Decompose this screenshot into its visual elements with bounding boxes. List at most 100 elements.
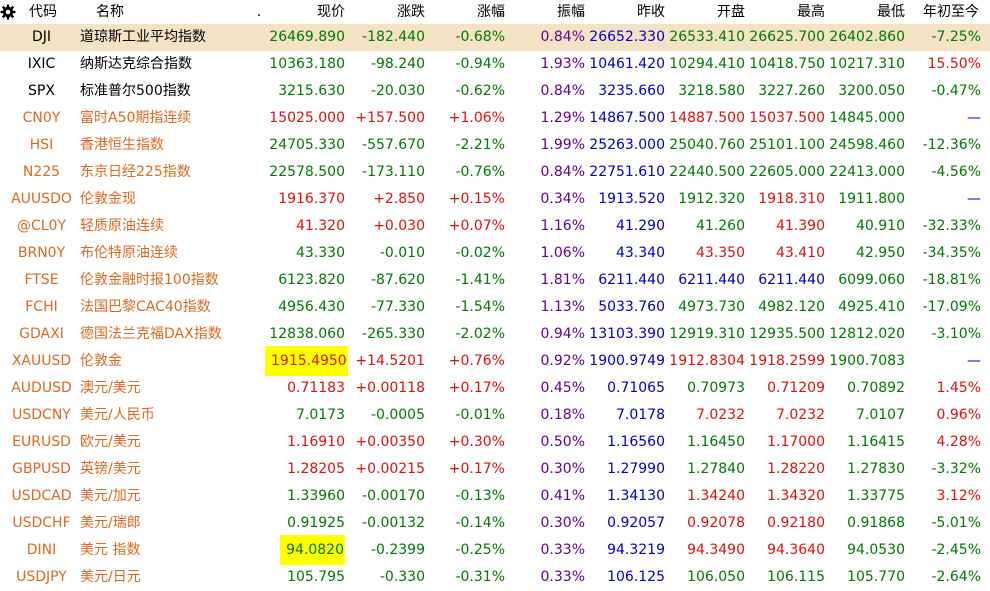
- table-row[interactable]: GDAXI 德国法兰克福DAX指数 12838.060 -265.330 -2.02% 0…: [0, 321, 990, 348]
- name-cell: 美元/加元: [80, 488, 141, 504]
- open-cell: 12919.310: [669, 326, 745, 342]
- table-row[interactable]: N225 东京日经225指数 22578.500 -173.110 -0.76% 0.84…: [0, 159, 990, 186]
- table-row[interactable]: GBPUSD 英镑/美元 1.28205 +0.00215 +0.17% 0.30% 1.2…: [0, 456, 990, 483]
- code-cell: SPX: [28, 83, 55, 99]
- name-cell: 标准普尔500指数: [80, 83, 191, 99]
- high-cell: 1918.310: [758, 191, 825, 207]
- table-row[interactable]: FCHI 法国巴黎CAC40指数 4956.430 -77.330 -1.54% 1.13…: [0, 294, 990, 321]
- code-cell: GBPUSD: [12, 461, 71, 477]
- table-row[interactable]: DINI 美元 指数 94.0820 -0.2399 -0.25% 0.33% 94.321…: [0, 535, 990, 565]
- prev-close-cell: 1.16560: [607, 434, 665, 450]
- change-cell: -0.00170: [362, 488, 425, 504]
- amplitude-cell: 1.06%: [540, 245, 585, 261]
- low-cell: 40.910: [856, 218, 905, 234]
- table-header: 代码 名称 . 现价 涨跌 涨幅 振幅 昨收 开盘 最高 最低 年初至今: [0, 0, 990, 24]
- code-cell: XAUUSD: [11, 353, 72, 369]
- table-row[interactable]: IXIC 纳斯达克综合指数 10363.180 -98.240 -0.94% 1.93% 1…: [0, 51, 990, 78]
- col-header-prev-close[interactable]: 昨收: [637, 4, 665, 20]
- table-row[interactable]: DJI 道琼斯工业平均指数 26469.890 -182.440 -0.68% 0.84%…: [0, 24, 990, 51]
- ytd-cell: -5.01%: [931, 515, 981, 531]
- table-row[interactable]: USDCAD 美元/加元 1.33960 -0.00170 -0.13% 0.41% 1.3…: [0, 483, 990, 510]
- open-cell: 25040.760: [669, 137, 745, 153]
- high-cell: 106.115: [767, 569, 825, 585]
- code-cell: AUUSDO: [11, 191, 72, 207]
- high-cell: 1.17000: [767, 434, 825, 450]
- prev-close-cell: 1913.520: [598, 191, 665, 207]
- code-cell: EURUSD: [12, 434, 71, 450]
- open-cell: 1912.320: [678, 191, 745, 207]
- amplitude-cell: 1.99%: [540, 137, 585, 153]
- col-header-change[interactable]: 涨跌: [397, 4, 425, 20]
- pct-cell: -1.54%: [455, 299, 505, 315]
- code-cell: GDAXI: [19, 326, 64, 342]
- change-cell: +14.5201: [355, 353, 425, 369]
- table-row[interactable]: USDJPY 美元/日元 105.795 -0.330 -0.31% 0.33% 106.1…: [0, 564, 990, 591]
- price-cell: 43.330: [296, 245, 345, 261]
- table-row[interactable]: BRN0Y 布伦特原油连续 43.330 -0.010 -0.02% 1.06% 43.34…: [0, 240, 990, 267]
- low-cell: 42.950: [856, 245, 905, 261]
- price-cell: 1.16910: [287, 434, 345, 450]
- table-row[interactable]: USDCNY 美元/人民币 7.0173 -0.0005 -0.01% 0.18% 7.01…: [0, 402, 990, 429]
- change-cell: +157.500: [355, 110, 425, 126]
- change-cell: -0.0005: [370, 407, 425, 423]
- change-cell: +0.00215: [355, 461, 425, 477]
- col-header-pct[interactable]: 涨幅: [477, 4, 505, 20]
- low-cell: 10217.310: [829, 56, 905, 72]
- name-cell: 伦敦金融时报100指数: [80, 272, 219, 288]
- pct-cell: -2.21%: [455, 137, 505, 153]
- change-cell: -265.330: [362, 326, 425, 342]
- table-row[interactable]: CN0Y 富时A50期指连续 15025.000 +157.500 +1.06% 1.29…: [0, 105, 990, 132]
- name-cell: 富时A50期指连续: [80, 110, 192, 126]
- open-cell: 0.92078: [687, 515, 745, 531]
- name-cell: 布伦特原油连续: [80, 245, 178, 261]
- low-cell: 0.70892: [847, 380, 905, 396]
- col-header-open[interactable]: 开盘: [717, 4, 745, 20]
- name-cell: 东京日经225指数: [80, 164, 191, 180]
- ytd-cell: 15.50%: [927, 56, 981, 72]
- table-row[interactable]: USDCHF 美元/瑞郎 0.91925 -0.00132 -0.14% 0.30% 0.9…: [0, 510, 990, 537]
- amplitude-cell: 1.81%: [540, 272, 585, 288]
- table-row[interactable]: HSI 香港恒生指数 24705.330 -557.670 -2.21% 1.99% 252…: [0, 132, 990, 159]
- table-row[interactable]: AUUSDO 伦敦金现 1916.370 +2.850 +0.15% 0.34% 1913.…: [0, 186, 990, 213]
- amplitude-cell: 0.41%: [540, 488, 585, 504]
- price-cell: 7.0173: [296, 407, 345, 423]
- ytd-cell: 1.45%: [936, 380, 981, 396]
- open-cell: 7.0232: [696, 407, 745, 423]
- amplitude-cell: 0.94%: [540, 326, 585, 342]
- price-cell: 22578.500: [269, 164, 345, 180]
- amplitude-cell: 1.13%: [540, 299, 585, 315]
- name-cell: 英镑/美元: [80, 461, 141, 477]
- code-cell: CN0Y: [22, 110, 61, 126]
- open-cell: 6211.440: [678, 272, 745, 288]
- amplitude-cell: 0.30%: [540, 515, 585, 531]
- low-cell: 14845.000: [829, 110, 905, 126]
- col-header-price[interactable]: 现价: [317, 4, 345, 20]
- high-cell: 26625.700: [749, 29, 825, 45]
- table-row[interactable]: SPX 标准普尔500指数 3215.630 -20.030 -0.62% 0.84% 32…: [0, 78, 990, 105]
- table-row[interactable]: XAUUSD 伦敦金 1915.4950 +14.5201 +0.76% 0.92% 190…: [0, 346, 990, 376]
- price-cell: 12838.060: [269, 326, 345, 342]
- table-row[interactable]: @CL0Y 轻质原油连续 41.320 +0.030 +0.07% 1.16% 41.290…: [0, 213, 990, 240]
- table-row[interactable]: FTSE 伦敦金融时报100指数 6123.820 -87.620 -1.41% 1.81…: [0, 267, 990, 294]
- prev-close-cell: 1900.9749: [589, 353, 665, 369]
- open-cell: 26533.410: [669, 29, 745, 45]
- high-cell: 43.410: [776, 245, 825, 261]
- amplitude-cell: 0.84%: [540, 29, 585, 45]
- col-header-code[interactable]: 代码: [29, 4, 57, 20]
- table-row[interactable]: EURUSD 欧元/美元 1.16910 +0.00350 +0.30% 0.50% 1.1…: [0, 429, 990, 456]
- col-header-low[interactable]: 最低: [877, 4, 905, 20]
- code-cell: USDCNY: [12, 407, 71, 423]
- gear-icon[interactable]: [0, 4, 16, 20]
- col-header-amplitude[interactable]: 振幅: [557, 4, 585, 20]
- table-row[interactable]: AUDUSD 澳元/美元 0.71183 +0.00118 +0.17% 0.45% 0.7…: [0, 375, 990, 402]
- change-cell: +0.00118: [355, 380, 425, 396]
- col-header-high[interactable]: 最高: [797, 4, 825, 20]
- price-cell: 6123.820: [278, 272, 345, 288]
- amplitude-cell: 1.93%: [540, 56, 585, 72]
- col-header-ytd[interactable]: 年初至今: [923, 4, 979, 20]
- open-cell: 4973.730: [678, 299, 745, 315]
- name-cell: 伦敦金: [80, 353, 122, 369]
- open-cell: 3218.580: [678, 83, 745, 99]
- amplitude-cell: 0.92%: [540, 353, 585, 369]
- col-header-name[interactable]: 名称: [96, 4, 124, 20]
